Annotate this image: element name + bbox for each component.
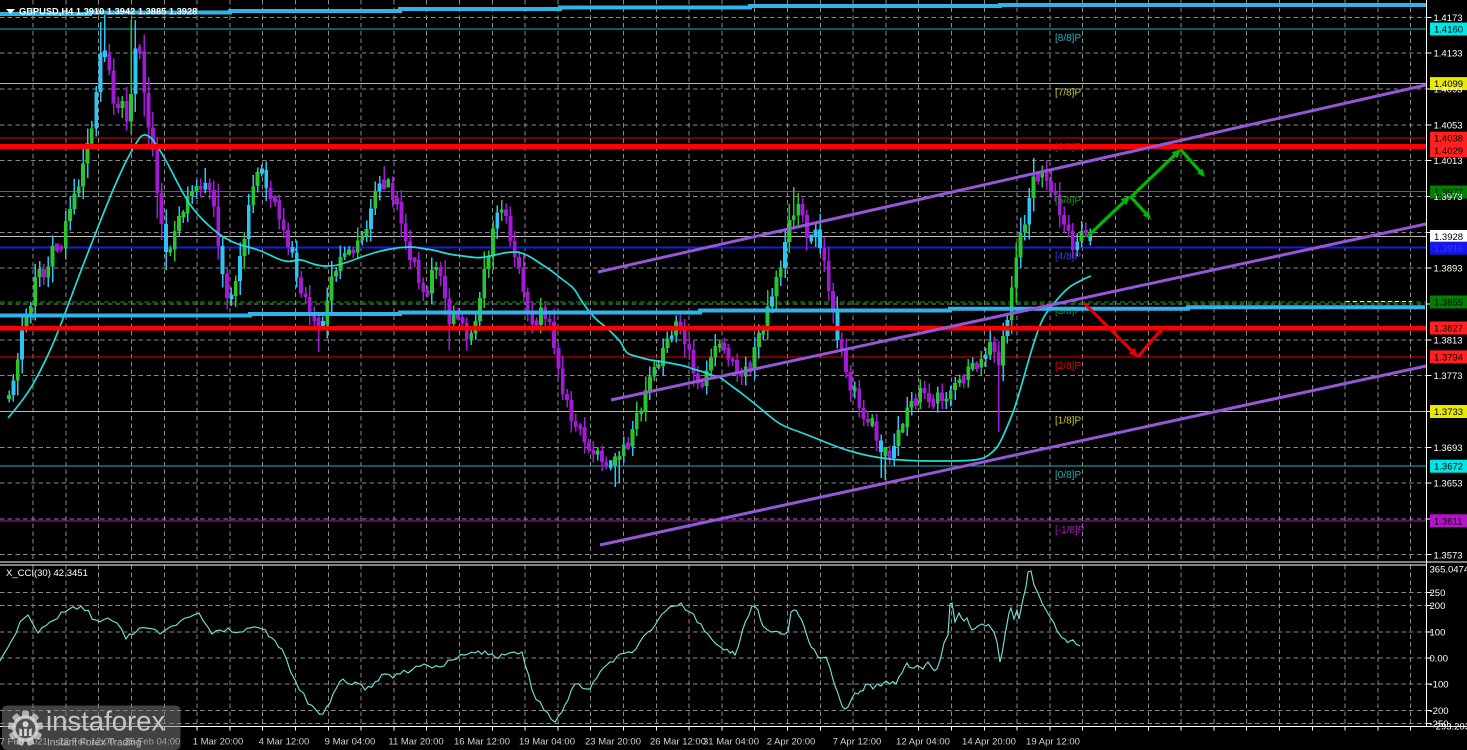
svg-text:31 Mar 04:00: 31 Mar 04:00 xyxy=(703,737,759,748)
svg-text:200: 200 xyxy=(1430,601,1446,612)
svg-text:365.0474: 365.0474 xyxy=(1430,565,1467,576)
svg-text:[-1/8]P: [-1/8]P xyxy=(1055,525,1085,536)
svg-text:1.3977: 1.3977 xyxy=(1434,188,1463,199)
svg-text:19 Mar 04:00: 19 Mar 04:00 xyxy=(519,737,575,748)
svg-text:1.3973: 1.3973 xyxy=(1434,192,1463,203)
svg-text:[3/8]P: [3/8]P xyxy=(1055,306,1081,317)
svg-text:19 Apr 12:00: 19 Apr 12:00 xyxy=(1026,737,1080,748)
svg-text:9 Mar 04:00: 9 Mar 04:00 xyxy=(325,737,376,748)
svg-text:1.4093: 1.4093 xyxy=(1434,84,1463,95)
svg-text:250: 250 xyxy=(1430,588,1446,599)
svg-text:1.4133: 1.4133 xyxy=(1434,49,1463,60)
svg-text:0.00: 0.00 xyxy=(1430,654,1449,665)
svg-text:4 Mar 12:00: 4 Mar 12:00 xyxy=(259,737,310,748)
svg-text:GBPUSD,H4 1.3910 1.3942 1.388: GBPUSD,H4 1.3910 1.3942 1.3885 1.3928 xyxy=(19,7,197,17)
svg-text:1.3794: 1.3794 xyxy=(1434,352,1463,363)
svg-text:1.3827: 1.3827 xyxy=(1434,324,1463,335)
svg-text:1.3672: 1.3672 xyxy=(1434,462,1463,473)
svg-text:16 Mar 12:00: 16 Mar 12:00 xyxy=(454,737,510,748)
svg-text:[1/8]P: [1/8]P xyxy=(1055,416,1081,427)
svg-text:instaforex: instaforex xyxy=(46,706,165,737)
svg-text:1.4038: 1.4038 xyxy=(1434,134,1463,145)
svg-text:1.3573: 1.3573 xyxy=(1434,550,1463,561)
svg-text:1.3733: 1.3733 xyxy=(1434,407,1463,418)
svg-text:-293.203: -293.203 xyxy=(1433,722,1467,733)
svg-text:1.4029: 1.4029 xyxy=(1434,146,1463,157)
svg-text:1.3773: 1.3773 xyxy=(1434,371,1463,382)
svg-text:26 Mar 12:00: 26 Mar 12:00 xyxy=(650,737,706,748)
svg-text:1.3916: 1.3916 xyxy=(1434,244,1463,255)
svg-text:1.4053: 1.4053 xyxy=(1434,120,1463,131)
svg-text:1.3653: 1.3653 xyxy=(1434,479,1463,490)
svg-text:Instant Forex Trading: Instant Forex Trading xyxy=(47,738,142,749)
svg-text:1.3611: 1.3611 xyxy=(1434,516,1462,527)
svg-text:1.4173: 1.4173 xyxy=(1434,13,1463,24)
svg-text:-200: -200 xyxy=(1430,706,1449,717)
svg-text:1.3928: 1.3928 xyxy=(1434,232,1463,243)
svg-text:2 Apr 20:00: 2 Apr 20:00 xyxy=(767,737,816,748)
svg-text:14 Apr 20:00: 14 Apr 20:00 xyxy=(962,737,1016,748)
svg-text:[7/8]P: [7/8]P xyxy=(1055,88,1081,99)
svg-text:12 Apr 04:00: 12 Apr 04:00 xyxy=(896,737,950,748)
svg-text:[2/8]P: [2/8]P xyxy=(1055,361,1081,372)
svg-text:[8/8]P: [8/8]P xyxy=(1055,33,1081,44)
svg-text:1.4160: 1.4160 xyxy=(1434,25,1463,36)
svg-text:1 Mar 20:00: 1 Mar 20:00 xyxy=(193,737,244,748)
svg-text:[5/8]P: [5/8]P xyxy=(1055,196,1081,207)
svg-text:[4/8]P: [4/8]P xyxy=(1055,252,1081,263)
svg-text:X_CCI(30) 42.3451: X_CCI(30) 42.3451 xyxy=(6,568,88,579)
svg-text:23 Mar 20:00: 23 Mar 20:00 xyxy=(585,737,641,748)
svg-text:1.4099: 1.4099 xyxy=(1434,79,1463,90)
svg-text:-250: -250 xyxy=(1430,719,1449,730)
svg-text:[6/8]P: [6/8]P xyxy=(1055,142,1081,153)
svg-text:[0/8]P: [0/8]P xyxy=(1055,470,1081,481)
svg-text:-100: -100 xyxy=(1430,680,1449,691)
svg-text:1.3813: 1.3813 xyxy=(1434,335,1463,346)
svg-text:1.3855: 1.3855 xyxy=(1434,298,1463,309)
svg-text:11 Mar 20:00: 11 Mar 20:00 xyxy=(388,737,443,748)
svg-text:1.4013: 1.4013 xyxy=(1434,156,1463,167)
svg-text:1.3893: 1.3893 xyxy=(1434,264,1463,275)
svg-text:7 Apr 12:00: 7 Apr 12:00 xyxy=(833,737,882,748)
svg-text:100: 100 xyxy=(1430,627,1446,638)
svg-text:1.3693: 1.3693 xyxy=(1434,443,1463,454)
